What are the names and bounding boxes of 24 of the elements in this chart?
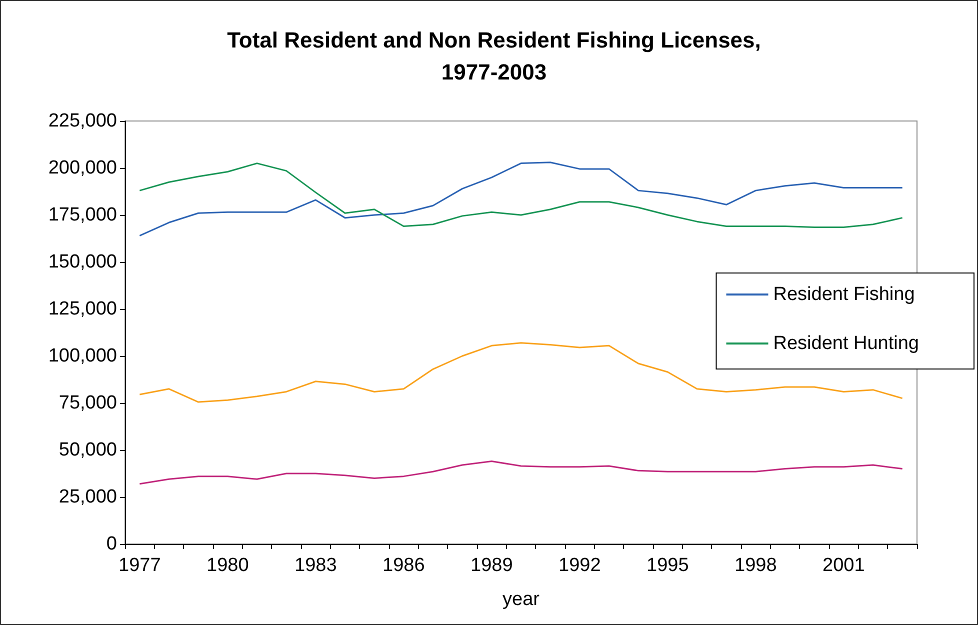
x-tick-label: 1983 bbox=[294, 555, 337, 576]
chart-title: Total Resident and Non Resident Fishing Licenses, 1977-2003 bbox=[227, 28, 761, 84]
y-tick-label: 200,000 bbox=[48, 158, 117, 178]
x-tick-label: 1989 bbox=[470, 555, 513, 576]
y-tick-label: 175,000 bbox=[48, 204, 117, 226]
x-tick-label: 1998 bbox=[734, 555, 777, 576]
y-tick-label: 100,000 bbox=[48, 346, 117, 366]
line-series bbox=[138, 460, 904, 485]
x-tick-label: 2001 bbox=[822, 555, 865, 576]
y-tick-label: 50,000 bbox=[58, 440, 117, 460]
x-axis-title: year bbox=[502, 589, 540, 610]
legend-label: Resident Fishing bbox=[773, 284, 915, 305]
x-tick-label: 1986 bbox=[382, 555, 425, 576]
x-tick-label: 1995 bbox=[646, 555, 689, 576]
x-tick-label: 1980 bbox=[206, 555, 249, 576]
y-tick-label: 75,000 bbox=[58, 392, 117, 414]
y-tick-label: 150,000 bbox=[48, 252, 117, 272]
y-tick-label: 25,000 bbox=[58, 486, 117, 508]
y-tick-label: 225,000 bbox=[48, 110, 117, 132]
legend-label: Resident Hunting bbox=[773, 333, 920, 354]
y-tick-label: 125,000 bbox=[48, 298, 117, 320]
x-tick-label: 1992 bbox=[558, 555, 601, 576]
y-tick-label: 0 bbox=[106, 534, 117, 554]
x-tick-label: 1977 bbox=[118, 555, 161, 576]
